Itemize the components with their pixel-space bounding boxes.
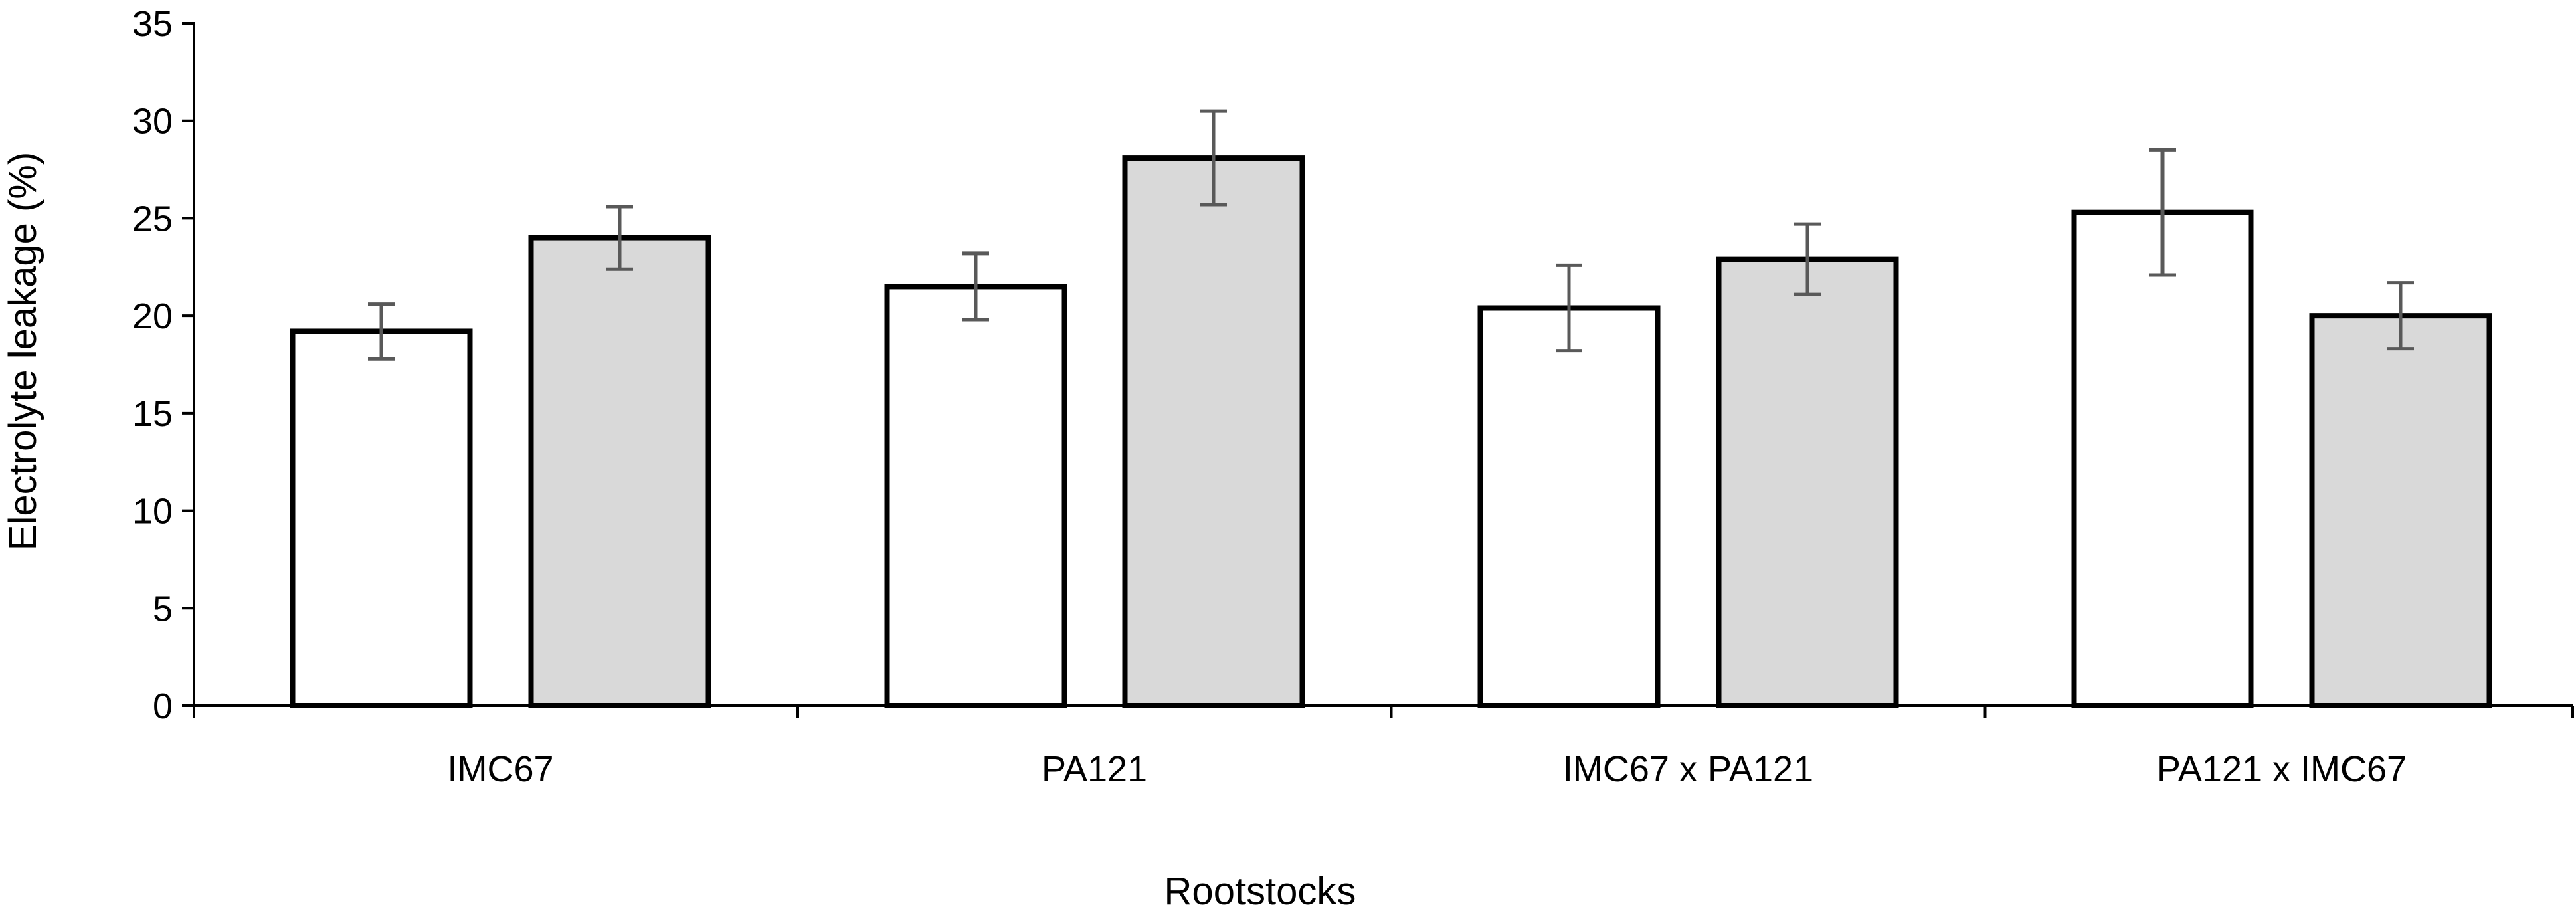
y-tick-label: 15 bbox=[132, 394, 173, 434]
y-tick-label: 20 bbox=[132, 296, 173, 336]
y-tick-label: 30 bbox=[132, 102, 173, 142]
bar bbox=[1716, 256, 1899, 708]
y-tick-label: 25 bbox=[132, 199, 173, 239]
bar bbox=[290, 328, 473, 708]
y-axis-title: Electrolyte leakage (%) bbox=[1, 152, 45, 550]
x-category-label: PA121 bbox=[1042, 749, 1147, 789]
error-bars bbox=[368, 109, 2414, 361]
tick-labels: 0 5 10 15 20 25 30 35 IMC67 PA121 IMC67 x PA121 PA1… bbox=[132, 4, 2407, 789]
bar bbox=[2071, 209, 2254, 708]
bar bbox=[1477, 305, 1661, 708]
bar bbox=[528, 235, 711, 709]
y-tick-label: 0 bbox=[153, 686, 173, 726]
x-category-label: IMC67 bbox=[447, 749, 553, 789]
y-tick-label: 35 bbox=[132, 4, 173, 44]
bar bbox=[884, 284, 1067, 708]
bar bbox=[1122, 155, 1305, 709]
x-category-label: IMC67 x PA121 bbox=[1563, 749, 1813, 789]
y-tick-label: 5 bbox=[153, 589, 173, 629]
x-category-label: PA121 x IMC67 bbox=[2156, 749, 2407, 789]
bar bbox=[2309, 313, 2492, 708]
bars bbox=[290, 155, 2492, 709]
y-tick-label: 10 bbox=[132, 492, 173, 532]
x-axis-title: Rootstocks bbox=[1164, 870, 1356, 911]
